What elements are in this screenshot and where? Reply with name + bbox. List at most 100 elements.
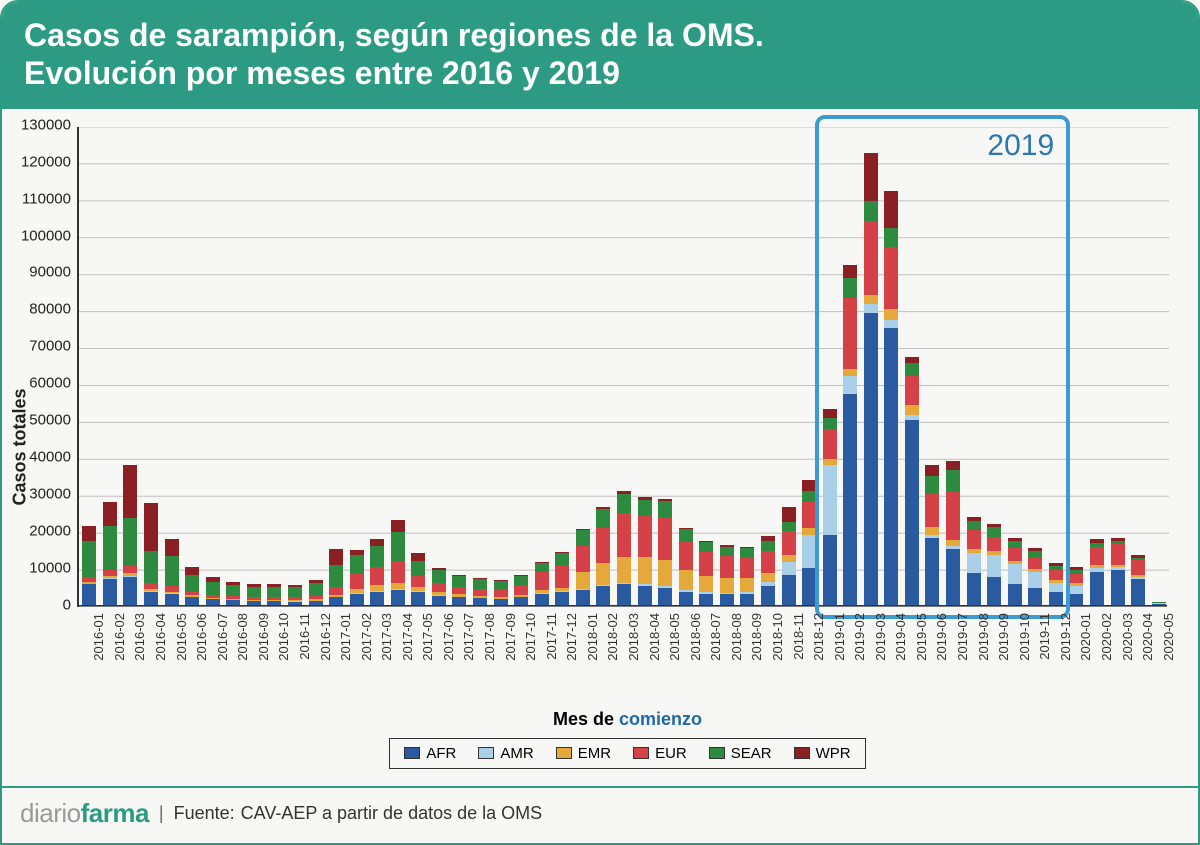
bar-segment-sear — [123, 518, 137, 566]
bar-segment-wpr — [103, 502, 117, 526]
bar-segment-afr — [555, 592, 569, 605]
x-tick-label: 2019-03 — [873, 613, 888, 661]
x-tick-label: 2018-12 — [811, 613, 826, 661]
bar-segment-eur — [617, 513, 631, 557]
bar-segment-emr — [658, 560, 672, 586]
bar-segment-eur — [123, 566, 137, 573]
bar-segment-sear — [82, 541, 96, 578]
x-tick-label: 2017-09 — [503, 613, 518, 661]
bar-segment-eur — [740, 558, 754, 578]
bar-segment-eur — [370, 567, 384, 585]
bar — [658, 499, 672, 605]
bar-segment-sear — [247, 587, 261, 597]
bar-segment-sear — [144, 551, 158, 582]
bar — [720, 545, 734, 604]
bar-segment-afr — [740, 594, 754, 605]
bar-segment-afr — [514, 597, 528, 604]
bar — [350, 550, 364, 605]
bar — [432, 568, 446, 605]
x-tick-label: 2017-12 — [564, 613, 579, 661]
legend-swatch — [404, 747, 420, 759]
bar-segment-eur — [596, 528, 610, 563]
bar-segment-sear — [391, 532, 405, 562]
bar-segment-wpr — [165, 539, 179, 557]
x-axis-label-prefix: Mes de — [553, 709, 619, 729]
bar — [226, 582, 240, 605]
bar — [1069, 567, 1083, 605]
bar-segment-afr — [329, 597, 343, 604]
bar — [761, 536, 775, 605]
bar-segment-afr — [185, 597, 199, 604]
bar-segment-amr — [1069, 586, 1083, 593]
bar-segment-wpr — [370, 539, 384, 546]
x-tick-label: 2017-07 — [461, 613, 476, 661]
x-tick-label: 2018-07 — [708, 613, 723, 661]
bar-segment-sear — [267, 587, 281, 597]
y-tick-label: 70000 — [29, 338, 79, 355]
bar-segment-sear — [514, 576, 528, 585]
y-tick-label: 30000 — [29, 486, 79, 503]
bar-segment-eur — [411, 576, 425, 587]
bar — [370, 539, 384, 605]
bar-segment-sear — [452, 576, 466, 587]
bar-segment-afr — [309, 601, 323, 605]
bar-segment-eur — [761, 551, 775, 573]
bar-segment-afr — [761, 586, 775, 604]
x-tick-label: 2017-10 — [523, 613, 538, 661]
x-tick-label: 2016-06 — [194, 613, 209, 661]
x-tick-label: 2019-04 — [893, 613, 908, 661]
bar-segment-afr — [350, 594, 364, 605]
bar-segment-eur — [452, 587, 466, 594]
legend-label: SEAR — [731, 745, 772, 762]
legend-swatch — [633, 747, 649, 759]
bar-segment-sear — [596, 509, 610, 527]
highlight-box-2019 — [815, 115, 1070, 619]
x-tick-label: 2019-09 — [996, 613, 1011, 661]
footer: diariofarma | Fuente: CAV-AEP a partir d… — [2, 786, 1198, 843]
x-tick-label: 2017-04 — [400, 613, 415, 661]
bar-segment-wpr — [391, 520, 405, 532]
bar-segment-sear — [226, 585, 240, 596]
x-tick-label: 2017-05 — [420, 613, 435, 661]
brand-logo: diariofarma — [20, 798, 149, 829]
footer-separator: | — [159, 803, 164, 824]
bar-segment-sear — [370, 546, 384, 566]
bar-segment-afr — [638, 586, 652, 604]
bar-segment-emr — [596, 563, 610, 585]
bar-segment-afr — [267, 601, 281, 605]
y-tick-label: 90000 — [29, 264, 79, 281]
x-tick-label: 2018-02 — [605, 613, 620, 661]
bar-segment-afr — [411, 592, 425, 605]
bar-segment-emr — [699, 576, 713, 593]
bar-segment-sear — [555, 553, 569, 566]
legend-label: EUR — [655, 745, 687, 762]
x-tick-label: 2016-12 — [318, 613, 333, 661]
bar-segment-emr — [617, 557, 631, 583]
x-tick-label: 2018-06 — [688, 613, 703, 661]
x-tick-label: 2018-10 — [770, 613, 785, 661]
bar — [82, 526, 96, 605]
bar-segment-sear — [761, 541, 775, 550]
bar-segment-amr — [782, 562, 796, 575]
x-axis-label: Mes de comienzo — [77, 709, 1178, 730]
x-tick-label: 2017-08 — [482, 613, 497, 661]
bar-segment-eur — [576, 546, 590, 572]
bar-segment-emr — [761, 573, 775, 582]
legend-item-wpr: WPR — [794, 745, 851, 762]
bar-segment-emr — [740, 578, 754, 592]
bar-segment-wpr — [802, 480, 816, 491]
bar-segment-eur — [473, 589, 487, 596]
y-tick-label: 60000 — [29, 375, 79, 392]
bar-segment-afr — [658, 588, 672, 605]
legend-item-afr: AFR — [404, 745, 456, 762]
legend-label: AFR — [426, 745, 456, 762]
x-tick-label: 2020-03 — [1120, 613, 1135, 661]
x-tick-label: 2016-08 — [235, 613, 250, 661]
y-tick-label: 100000 — [21, 227, 79, 244]
bar — [247, 584, 261, 605]
x-tick-label: 2019-05 — [914, 613, 929, 661]
bar — [782, 507, 796, 605]
bar-segment-sear — [411, 561, 425, 576]
bar-segment-afr — [123, 577, 137, 605]
bar-segment-afr — [679, 592, 693, 605]
